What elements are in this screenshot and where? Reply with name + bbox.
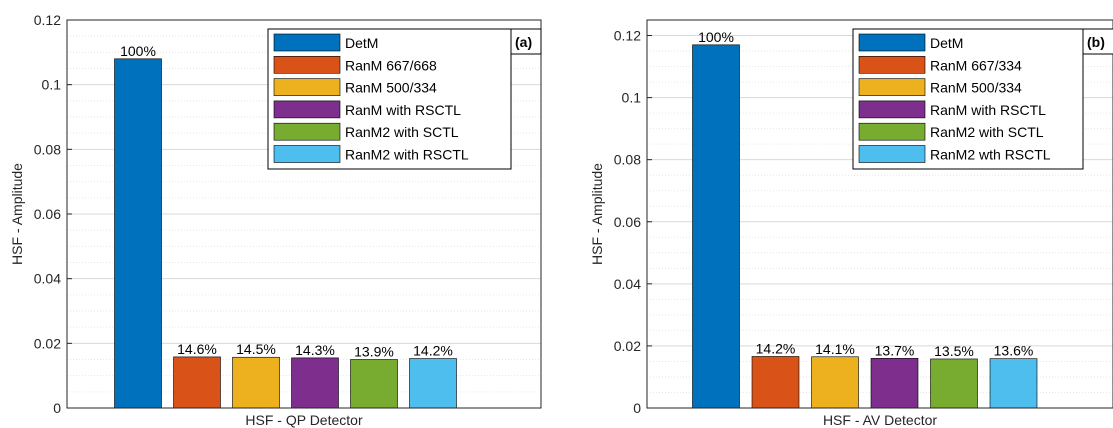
chart-panel-b: 0 0.02 0.04 0.06 0.08 0.1 0.12 100% 14.2% 14.1% 13… [589, 19, 1113, 428]
bar-data-label: 13.9% [354, 344, 394, 360]
bar-data-label: 13.5% [934, 343, 974, 359]
axes-frame [66, 19, 542, 409]
y-axis-label: HSF - Amplitude [9, 163, 25, 265]
legend-entry: RanM 500/334 [345, 80, 437, 96]
y-tick-label: 0.1 [42, 77, 62, 93]
legend-entry: RanM2 wth RSCTL [930, 147, 1051, 163]
bar-4 [870, 358, 919, 409]
y-tick-label: 0.06 [614, 214, 641, 230]
legend-swatch-6 [273, 145, 341, 163]
legend-swatch-4 [858, 100, 926, 119]
x-axis-label: HSF - AV Detector [823, 412, 937, 428]
bar-data-label: 14.1% [815, 341, 855, 357]
y-tick-label: 0.06 [34, 206, 61, 222]
legend-swatch-1 [273, 33, 341, 52]
bar-data-label: 13.6% [994, 343, 1034, 359]
legend-swatch-2 [858, 55, 926, 74]
bar-6 [989, 358, 1038, 409]
legend-entry: RanM2 with RSCTL [345, 147, 469, 163]
panel-label: (b) [1087, 34, 1105, 50]
bar-data-label: 100% [698, 29, 734, 45]
bar-4 [291, 357, 339, 409]
y-tick-label: 0.02 [34, 335, 61, 351]
bar-2 [751, 356, 800, 409]
legend-swatch-4 [273, 100, 341, 119]
legend-swatch-5 [273, 122, 341, 141]
y-tick-label: 0.12 [614, 28, 641, 44]
bar-data-label: 14.2% [413, 343, 453, 359]
y-tick-label: 0.04 [34, 271, 61, 287]
legend-entry: RanM with RSCTL [930, 102, 1046, 118]
x-axis-label: HSF - QP Detector [245, 412, 363, 428]
panel-label: (a) [515, 34, 532, 50]
legend-entry: RanM 667/668 [345, 57, 437, 73]
bar-data-label: 14.5% [236, 341, 276, 357]
legend-entry: RanM2 with SCTL [930, 124, 1044, 140]
bar-2 [173, 356, 221, 409]
bar-6 [409, 358, 457, 409]
panel-label-box [510, 28, 542, 55]
y-tick-label: 0.08 [614, 152, 641, 168]
y-tick-label: 0 [633, 400, 641, 416]
bar-3 [232, 356, 280, 409]
panel-label-box [1082, 28, 1113, 55]
bar-data-label: 14.3% [295, 342, 335, 358]
legend: DetM RanM 667/334 RanM 500/334 RanM with RS… [852, 28, 1084, 170]
legend-entry: DetM [930, 35, 963, 51]
bar-3 [811, 356, 859, 409]
legend-entry: RanM 667/334 [930, 57, 1022, 73]
y-tick-label: 0 [53, 400, 61, 416]
bar-5 [930, 358, 978, 409]
legend-swatch-1 [858, 33, 926, 52]
legend-entry: RanM 500/334 [930, 80, 1022, 96]
bar-data-label: 14.2% [756, 340, 796, 356]
legend-entry: DetM [345, 35, 378, 51]
bar-data-label: 13.7% [875, 342, 915, 358]
chart-panel-a: 0 0.02 0.04 0.06 0.08 0.1 0.12 100% 14.6% 14.5% 14… [9, 12, 542, 428]
legend-swatch-2 [273, 55, 341, 74]
legend-swatch-3 [858, 78, 926, 96]
legend-entry: RanM with RSCTL [345, 102, 461, 118]
bar-5 [350, 359, 398, 409]
legend-box [852, 28, 1084, 170]
bar-data-label: 100% [120, 43, 156, 59]
legend-swatch-5 [858, 122, 926, 141]
legend-swatch-3 [273, 78, 341, 96]
legend: DetM RanM 667/668 RanM 500/334 RanM with RS… [267, 28, 512, 170]
bar-1 [692, 44, 740, 409]
legend-swatch-6 [858, 145, 926, 163]
y-tick-label: 0.12 [34, 12, 61, 28]
legend-entry: RanM2 with SCTL [345, 124, 459, 140]
bar-data-label: 14.6% [177, 341, 217, 357]
y-tick-label: 0.04 [614, 276, 641, 292]
bar-1 [114, 58, 162, 409]
y-tick-label: 0.1 [622, 90, 642, 106]
y-tick-label: 0.02 [614, 338, 641, 354]
y-axis-label: HSF - Amplitude [589, 163, 605, 265]
y-tick-label: 0.08 [34, 141, 61, 157]
axes-frame [646, 19, 1113, 409]
